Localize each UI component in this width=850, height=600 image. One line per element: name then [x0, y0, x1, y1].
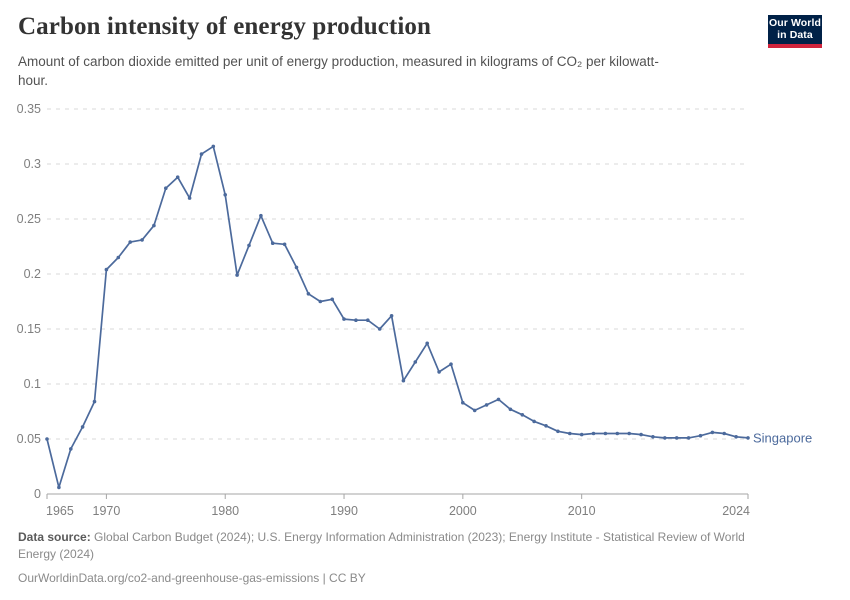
data-point	[556, 429, 560, 434]
data-point	[330, 297, 335, 302]
data-point	[698, 433, 703, 438]
data-point	[140, 238, 144, 242]
data-source-text-line2: Energy (2024)	[18, 547, 95, 561]
data-point	[722, 431, 726, 436]
data-point	[746, 436, 750, 440]
data-point	[437, 370, 441, 374]
data-point	[270, 241, 275, 245]
chart-footer: Data source: Global Carbon Budget (2024)…	[18, 529, 818, 587]
y-tick-label: 0.2	[24, 267, 41, 281]
x-tick-label: 1990	[330, 504, 358, 518]
data-point	[663, 436, 667, 440]
y-tick-label: 0.35	[17, 102, 41, 116]
y-axis-labels: 0 0.05 0.1 0.15 0.2 0.25 0.3 0.35	[17, 102, 41, 501]
x-tick-label: 2000	[449, 504, 477, 518]
y-tick-label: 0.25	[17, 212, 41, 226]
data-point	[627, 431, 631, 436]
y-tick-label: 0.3	[24, 157, 41, 171]
data-point	[449, 362, 453, 367]
x-tick-label: 2010	[568, 504, 596, 518]
data-point	[104, 267, 109, 272]
data-point	[247, 243, 251, 248]
entity-label-singapore: Singapore	[753, 430, 812, 445]
data-point	[710, 430, 715, 435]
data-point	[568, 431, 572, 436]
data-point	[579, 432, 584, 437]
data-point	[472, 408, 477, 413]
data-point	[187, 196, 192, 200]
x-tick-label: 1965	[46, 504, 74, 518]
owid-logo-text-line1: Our World	[768, 17, 822, 29]
data-point	[92, 399, 97, 404]
data-point	[651, 435, 655, 439]
data-point	[461, 400, 465, 405]
data-point	[306, 292, 311, 296]
data-point	[734, 435, 738, 439]
data-point	[164, 186, 168, 190]
data-point	[377, 327, 382, 331]
data-source-text-line1: Global Carbon Budget (2024); U.S. Energy…	[94, 530, 745, 544]
data-point	[484, 403, 489, 407]
data-point	[389, 314, 394, 318]
data-point	[116, 255, 121, 260]
data-points-singapore	[45, 144, 750, 490]
data-point	[152, 223, 156, 228]
data-point	[366, 318, 370, 323]
data-point	[235, 273, 239, 277]
data-point	[686, 436, 691, 440]
owid-url-and-license: OurWorldinData.org/co2-and-greenhouse-ga…	[18, 571, 366, 585]
data-point	[639, 432, 643, 437]
data-point	[199, 152, 204, 156]
data-point	[413, 360, 418, 364]
data-point	[128, 240, 132, 244]
y-tick-label: 0.1	[24, 377, 41, 391]
chart-subtitle: Amount of carbon dioxide emitted per uni…	[18, 54, 659, 88]
x-tick-label: 1980	[211, 504, 239, 518]
data-source-block: Data source: Global Carbon Budget (2024)…	[18, 529, 818, 563]
data-point	[57, 485, 61, 490]
data-point	[259, 213, 263, 218]
data-point	[80, 425, 85, 429]
data-point	[603, 431, 608, 436]
y-gridlines	[47, 108, 748, 495]
x-axis-labels: 1965 1970 1980 1990 2000 2010 2024	[46, 504, 750, 518]
data-point	[544, 424, 548, 428]
data-point	[318, 299, 323, 304]
data-line-singapore	[46, 145, 749, 489]
data-source-label: Data source:	[18, 530, 91, 544]
data-point	[496, 397, 501, 402]
y-tick-label: 0	[34, 487, 41, 501]
x-tick-label: 1970	[93, 504, 121, 518]
data-point	[532, 419, 536, 424]
data-point	[45, 437, 49, 441]
data-point	[282, 242, 287, 247]
data-point	[615, 431, 620, 436]
data-point	[294, 265, 299, 270]
owid-logo-text-line2: in Data	[777, 28, 813, 41]
data-point	[342, 317, 346, 321]
data-point	[401, 378, 406, 383]
data-point	[520, 413, 525, 417]
chart-title: Carbon intensity of energy production	[18, 13, 431, 40]
data-point	[69, 447, 73, 451]
data-point	[508, 407, 513, 412]
data-point	[591, 431, 596, 436]
data-point	[674, 436, 679, 440]
owid-logo: Our World in Data	[768, 15, 822, 48]
data-point	[175, 175, 180, 179]
data-point	[425, 341, 430, 346]
x-tick-label: 2024	[722, 504, 750, 518]
x-axis-ticks	[46, 494, 749, 499]
data-point	[354, 318, 358, 323]
data-point	[223, 193, 227, 197]
data-point	[211, 144, 216, 149]
y-tick-label: 0.15	[17, 322, 41, 336]
y-tick-label: 0.05	[17, 432, 41, 446]
